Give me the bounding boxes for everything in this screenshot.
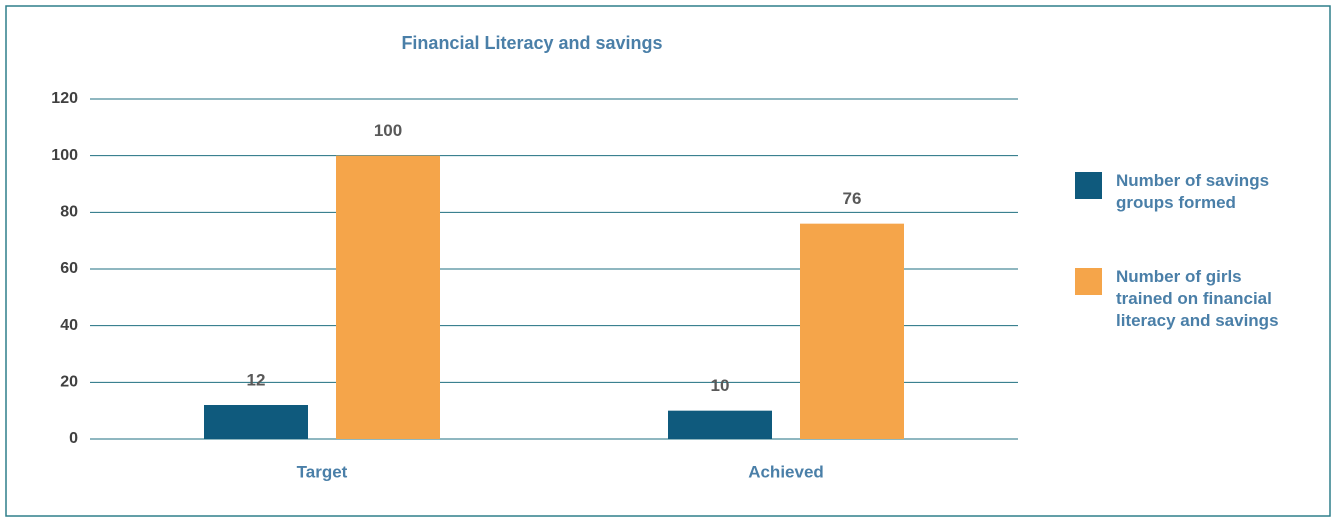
- bar: [800, 223, 904, 439]
- legend-line: trained on financial: [1116, 289, 1272, 308]
- data-label: 12: [247, 370, 266, 389]
- bar: [204, 405, 308, 439]
- y-tick-label: 80: [60, 204, 78, 221]
- data-label: 100: [374, 121, 402, 140]
- legend-line: Number of savings: [1116, 171, 1269, 190]
- chart-title: Financial Literacy and savings: [401, 33, 662, 53]
- legend-line: groups formed: [1116, 193, 1236, 212]
- x-tick-label: Target: [297, 462, 348, 481]
- bar: [336, 155, 440, 439]
- legend-label: Number of girls trained on financial liter…: [1116, 267, 1279, 330]
- legend-line: literacy and savings: [1116, 311, 1279, 330]
- legend-swatch: [1075, 172, 1102, 199]
- bar: [668, 410, 772, 439]
- y-tick-label: 120: [51, 90, 78, 107]
- legend-swatch: [1075, 268, 1102, 295]
- y-tick-label: 20: [60, 374, 78, 391]
- data-label: 76: [843, 189, 862, 208]
- y-tick-label: 60: [60, 260, 78, 277]
- y-tick-label: 40: [60, 317, 78, 334]
- legend-label: Number of savings groups formed: [1116, 171, 1269, 212]
- y-tick-label: 100: [51, 147, 78, 164]
- x-tick-label: Achieved: [748, 462, 824, 481]
- legend-line: Number of girls: [1116, 267, 1242, 286]
- y-tick-label: 0: [69, 430, 78, 447]
- data-label: 10: [711, 376, 730, 395]
